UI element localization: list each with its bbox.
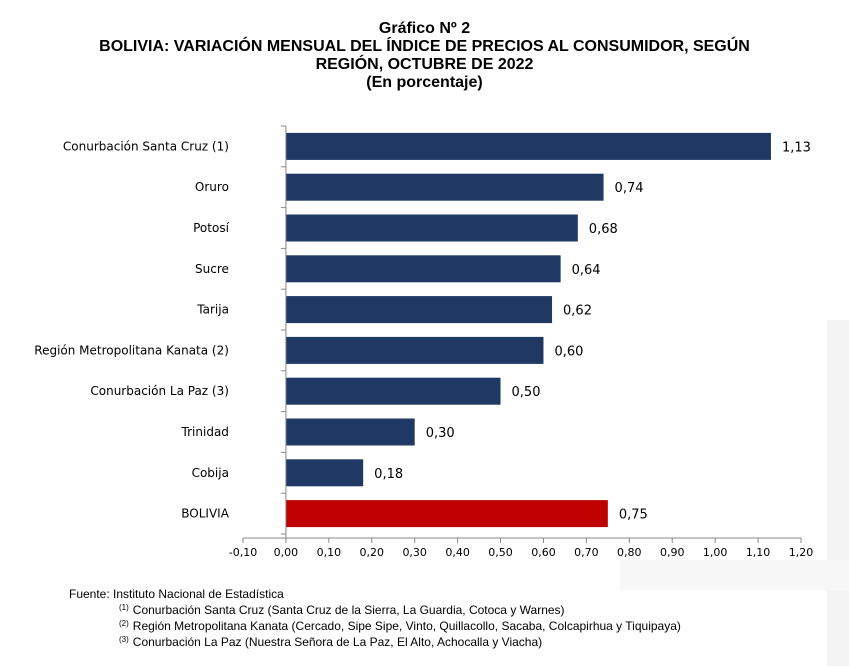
category-label: BOLIVIA [181,507,229,521]
bar [285,132,771,160]
footnote-3: (3) Conurbación La Paz (Nuestra Señora de… [69,633,681,649]
chart-title-line-1: BOLIVIA: VARIACIÓN MENSUAL DEL ÍNDICE DE… [99,38,750,55]
bar [285,377,501,405]
category-label: Conurbación Santa Cruz (1) [63,139,229,153]
bar [285,255,561,283]
footnote-1: (1) Conurbación Santa Cruz (Santa Cruz de… [69,601,681,617]
x-tick-label: 0,70 [574,546,599,559]
footnote-text: Región Metropolitana Kanata (Cercado, Si… [132,619,681,633]
x-tick-label: 0,40 [445,546,470,559]
x-tick-label: 0,20 [360,546,385,559]
bar [285,418,415,446]
bar [285,336,544,364]
x-tick-label: 0,10 [317,546,342,559]
category-labels-group: Conurbación Santa Cruz (1) Oruro Potosí Suc… [34,139,229,520]
x-tick-label: -0,10 [229,546,257,559]
bar [285,459,364,487]
footnote-2: (2) Región Metropolitana Kanata (Cercado,… [69,617,681,633]
data-label: 0,64 [572,263,601,278]
category-label: Sucre [195,262,229,276]
footnote-mark: (2) [119,619,129,628]
category-label: Oruro [195,180,229,194]
category-label: Cobija [192,466,229,480]
background-decoration [620,560,849,590]
data-label: 0,30 [426,426,455,441]
category-label: Potosí [193,221,229,235]
category-label: Trinidad [181,425,229,439]
category-label: Tarija [196,303,229,317]
bar [285,296,553,324]
source-note: Fuente: Instituto Nacional de Estadístic… [69,587,284,601]
x-tick-label: 1,10 [746,546,771,559]
data-label: 0,50 [512,385,541,400]
footnote-text: Conurbación La Paz (Nuestra Señora de La… [132,635,543,649]
x-tick-label: 0,60 [531,546,556,559]
data-label: 0,68 [589,222,618,237]
bar [285,500,608,528]
x-tick-label: 0,50 [488,546,513,559]
category-label: Región Metropolitana Kanata (2) [34,343,229,357]
x-tick-label: 0,90 [660,546,685,559]
category-label: Conurbación La Paz (3) [90,384,229,398]
data-label: 0,60 [554,344,583,359]
data-label: 0,74 [615,181,644,196]
chart-footer: Fuente: Instituto Nacional de Estadístic… [69,587,681,649]
data-label: 0,75 [619,508,648,523]
x-tick-label: 1,00 [703,546,728,559]
x-axis-group: -0,10 0,00 0,10 0,20 0,30 0,40 0,50 0,60 0,70 0,8… [229,125,814,559]
bars-group [285,132,771,528]
chart-title-line-2: REGIÓN, OCTUBRE DE 2022 [315,56,534,73]
chart-title-block: Gráfico Nº 2 BOLIVIA: VARIACIÓN MENSUAL … [0,20,849,92]
chart-subtitle: (En porcentaje) [366,74,483,91]
data-label: 0,62 [563,304,592,319]
figure-number: Gráfico Nº 2 [378,20,471,37]
x-tick-label: 1,20 [789,546,814,559]
x-tick-label: 0,30 [402,546,427,559]
footnote-text: Conurbación Santa Cruz (Santa Cruz de la… [132,603,565,617]
x-tick-label: 0,00 [274,546,299,559]
footnote-mark: (3) [119,635,129,644]
value-labels-group: 1,13 0,74 0,68 0,64 0,62 0,60 0,50 0,30 0,18 0,75 [374,140,811,522]
footnote-mark: (1) [119,603,129,612]
data-label: 1,13 [782,140,811,155]
data-label: 0,18 [374,467,403,482]
bar-chart: Conurbación Santa Cruz (1) Oruro Potosí Suc… [34,125,814,559]
bar [285,173,604,201]
bar [285,214,578,242]
x-tick-label: 0,80 [617,546,642,559]
